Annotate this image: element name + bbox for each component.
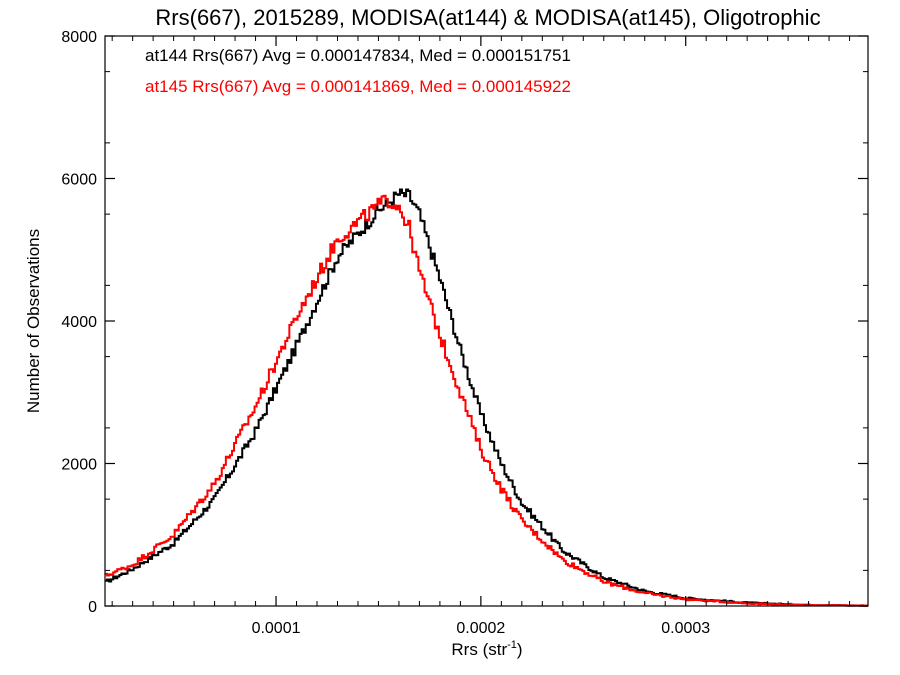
- at144-histogram-line: [105, 188, 868, 607]
- annotation-at144-stats: at144 Rrs(667) Avg = 0.000147834, Med = …: [145, 46, 571, 65]
- y-tick-label: 0: [88, 599, 97, 616]
- y-tick-label: 6000: [61, 172, 97, 189]
- x-tick-label: 0.0002: [456, 620, 505, 637]
- chart-title: Rrs(667), 2015289, MODISA(at144) & MODIS…: [155, 5, 820, 30]
- x-axis-label: Rrs (str-1): [451, 639, 522, 659]
- tick-layer: 0.0001 0.0002 0.0003 0 2000 4000 6000 8000: [61, 29, 868, 637]
- x-tick-label: 0.0003: [661, 620, 710, 637]
- y-tick-label: 8000: [61, 29, 97, 46]
- plot-area: 0.0001 0.0002 0.0003 0 2000 4000 6000 8000: [61, 29, 869, 637]
- x-axis-label-superscript: -1: [507, 639, 517, 651]
- annotation-at145-stats: at145 Rrs(667) Avg = 0.000141869, Med = …: [145, 77, 571, 96]
- y-axis-label: Number of Observations: [24, 229, 43, 413]
- at145-histogram-line: [105, 194, 868, 607]
- x-axis-label-close: ): [517, 640, 523, 659]
- y-tick-label: 4000: [61, 314, 97, 331]
- x-tick-label: 0.0001: [252, 620, 301, 637]
- plot-frame: [104, 35, 869, 607]
- y-tick-label: 2000: [61, 457, 97, 474]
- x-axis-label-main: Rrs (str: [451, 640, 507, 659]
- series-layer: [105, 188, 868, 607]
